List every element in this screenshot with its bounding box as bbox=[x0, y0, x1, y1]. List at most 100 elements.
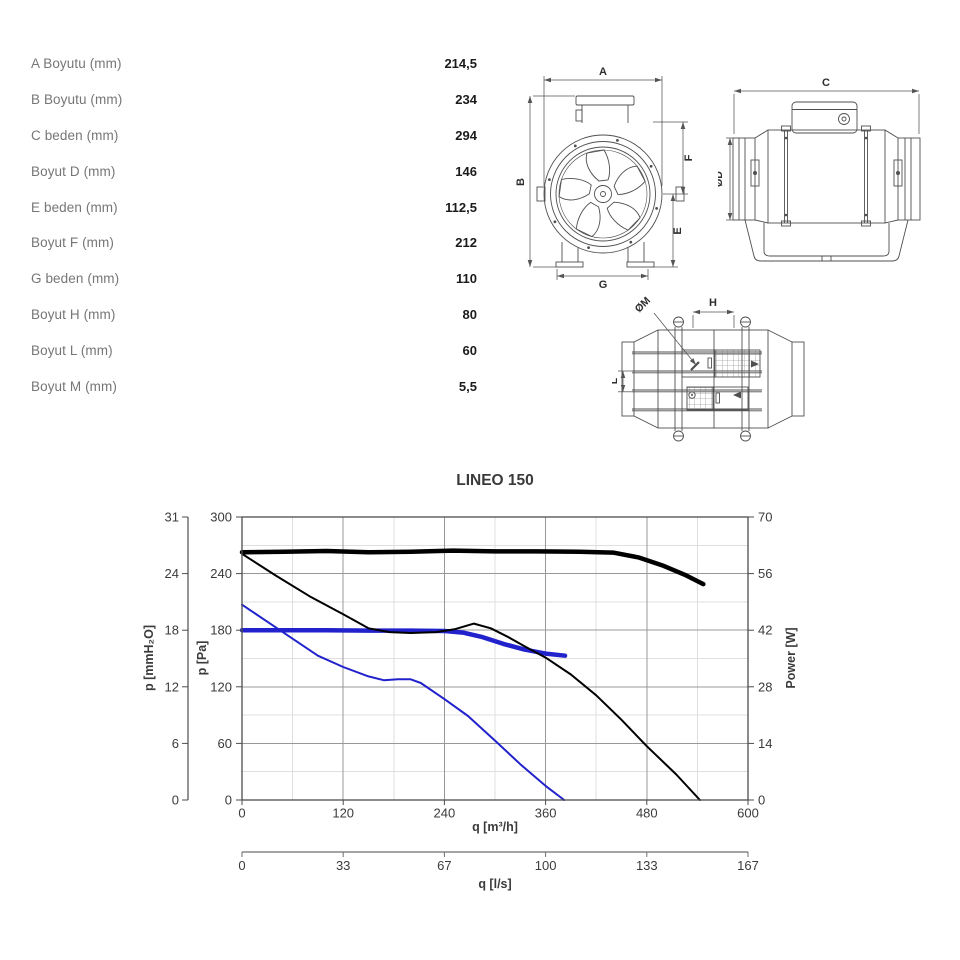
series-pressure-high-speed bbox=[241, 552, 701, 801]
tick-label-ls: 67 bbox=[437, 858, 451, 873]
axis-title-power: Power [W] bbox=[784, 627, 798, 688]
spec-row: Boyut L (mm) 60 bbox=[31, 332, 477, 368]
spec-value: 294 bbox=[455, 127, 477, 143]
dim-label-h: H bbox=[709, 297, 717, 309]
spec-row: Boyut F (mm) 212 bbox=[31, 225, 477, 261]
spec-row: B Boyutu (mm) 234 bbox=[31, 82, 477, 118]
series-pressure-low-speed bbox=[241, 603, 566, 801]
spec-value: 146 bbox=[455, 163, 477, 179]
spec-label: E beden (mm) bbox=[31, 199, 118, 215]
tick-label-pa: 60 bbox=[218, 736, 232, 751]
fan-front-view-drawing: A B F E G bbox=[515, 66, 695, 291]
axis-flow-ls bbox=[241, 851, 749, 857]
tick-label-mmh2o: 0 bbox=[172, 793, 179, 808]
axis-title-pa: p [Pa] bbox=[195, 641, 209, 676]
spec-label: G beden (mm) bbox=[31, 271, 120, 287]
side-view-dimension-labels: C ØD bbox=[718, 77, 830, 187]
series-power-low-speed bbox=[239, 627, 568, 658]
side-view-bolts bbox=[753, 136, 900, 217]
axis-flow-m3h bbox=[241, 800, 749, 805]
dim-label-b: B bbox=[515, 178, 527, 186]
tick-label-ls: 167 bbox=[737, 858, 759, 873]
top-view-dimension-lines bbox=[618, 309, 735, 393]
spec-row: Boyut H (mm) 80 bbox=[31, 297, 477, 333]
tick-label-power: 56 bbox=[758, 566, 772, 581]
fan-top-view-drawing: H L ØM bbox=[612, 294, 805, 442]
tick-label-m3h: 0 bbox=[238, 806, 245, 821]
tick-label-pa: 180 bbox=[210, 623, 232, 638]
tick-label-m3h: 360 bbox=[535, 806, 557, 821]
flange-bolts bbox=[548, 139, 658, 250]
spec-value: 212 bbox=[455, 235, 477, 251]
tick-label-power: 0 bbox=[758, 793, 765, 808]
tick-label-m3h: 600 bbox=[737, 806, 759, 821]
tick-label-power: 42 bbox=[758, 623, 772, 638]
tick-label-mmh2o: 6 bbox=[172, 736, 179, 751]
spec-value: 5,5 bbox=[458, 378, 477, 394]
spec-row: A Boyutu (mm) 214,5 bbox=[31, 46, 477, 82]
axis-title-m3h: q [m³/h] bbox=[472, 820, 518, 834]
spec-row: E beden (mm) 112,5 bbox=[31, 189, 477, 225]
tick-label-mmh2o: 18 bbox=[165, 623, 179, 638]
dimension-spec-list: A Boyutu (mm) 214,5 B Boyutu (mm) 234 C be… bbox=[31, 46, 477, 404]
tick-label-mmh2o: 24 bbox=[165, 566, 179, 581]
spec-label: A Boyutu (mm) bbox=[31, 56, 122, 72]
side-view-dimension-lines bbox=[726, 88, 920, 221]
spec-row: Boyut D (mm) 146 bbox=[31, 153, 477, 189]
spec-label: Boyut H (mm) bbox=[31, 306, 116, 322]
series-power-high-speed bbox=[239, 548, 706, 587]
tick-label-ls: 0 bbox=[238, 858, 245, 873]
front-view-dimension-lines bbox=[527, 76, 688, 280]
spec-value: 60 bbox=[462, 342, 477, 358]
fan-side-outline bbox=[732, 101, 921, 262]
chart-series bbox=[239, 548, 706, 801]
performance-chart: LINEO 150 0 60 120 180 240 300 p [Pa] 0 6 12 18 24 31… bbox=[142, 472, 798, 891]
spec-label: Boyut M (mm) bbox=[31, 378, 117, 394]
tick-label-ls: 33 bbox=[336, 858, 350, 873]
tick-label-mmh2o: 31 bbox=[165, 510, 179, 525]
axis-pressure-pa bbox=[236, 516, 242, 801]
tick-label-ls: 133 bbox=[636, 858, 658, 873]
fan-side-view-drawing: C ØD bbox=[718, 77, 921, 262]
fan-top-outline bbox=[621, 316, 805, 442]
dim-label-f: F bbox=[683, 154, 695, 161]
tick-label-pa: 300 bbox=[210, 510, 232, 525]
front-view-dimension-labels: A B F E G bbox=[515, 66, 695, 291]
dim-label-e: E bbox=[672, 227, 684, 234]
tick-label-power: 14 bbox=[758, 736, 772, 751]
axis-title-ls: q [l/s] bbox=[478, 877, 511, 891]
tick-label-pa: 0 bbox=[225, 793, 232, 808]
tick-label-m3h: 120 bbox=[332, 806, 354, 821]
plot-frame bbox=[241, 516, 749, 801]
tick-label-pa: 120 bbox=[210, 679, 232, 694]
dim-label-d: ØD bbox=[718, 171, 725, 187]
spec-value: 112,5 bbox=[445, 199, 477, 215]
spec-label: Boyut D (mm) bbox=[31, 163, 116, 179]
spec-value: 214,5 bbox=[444, 56, 477, 72]
tick-label-power: 28 bbox=[758, 679, 772, 694]
tick-label-m3h: 240 bbox=[434, 806, 456, 821]
spec-row: C beden (mm) 294 bbox=[31, 118, 477, 154]
spec-value: 234 bbox=[455, 92, 477, 108]
dim-label-c: C bbox=[822, 77, 830, 89]
axis-pressure-mmh2o bbox=[182, 516, 189, 801]
spec-label: Boyut F (mm) bbox=[31, 235, 114, 251]
chart-title: LINEO 150 bbox=[456, 472, 534, 489]
axis-power bbox=[748, 516, 754, 801]
dim-label-m: ØM bbox=[633, 294, 654, 315]
tick-label-mmh2o: 12 bbox=[165, 679, 179, 694]
axis-title-mmh2o: p [mmH₂O] bbox=[142, 625, 156, 691]
top-view-flow-arrows bbox=[691, 360, 759, 399]
spec-row: Boyut M (mm) 5,5 bbox=[31, 368, 477, 404]
tick-label-power: 70 bbox=[758, 510, 772, 525]
tick-label-m3h: 480 bbox=[636, 806, 658, 821]
dim-label-l: L bbox=[612, 377, 620, 384]
tick-label-ls: 100 bbox=[535, 858, 557, 873]
spec-value: 110 bbox=[456, 271, 477, 287]
tick-label-pa: 240 bbox=[210, 566, 232, 581]
spec-label: C beden (mm) bbox=[31, 127, 119, 143]
dim-label-g: G bbox=[599, 279, 608, 291]
spec-value: 80 bbox=[462, 306, 477, 322]
chart-grid bbox=[242, 517, 748, 800]
